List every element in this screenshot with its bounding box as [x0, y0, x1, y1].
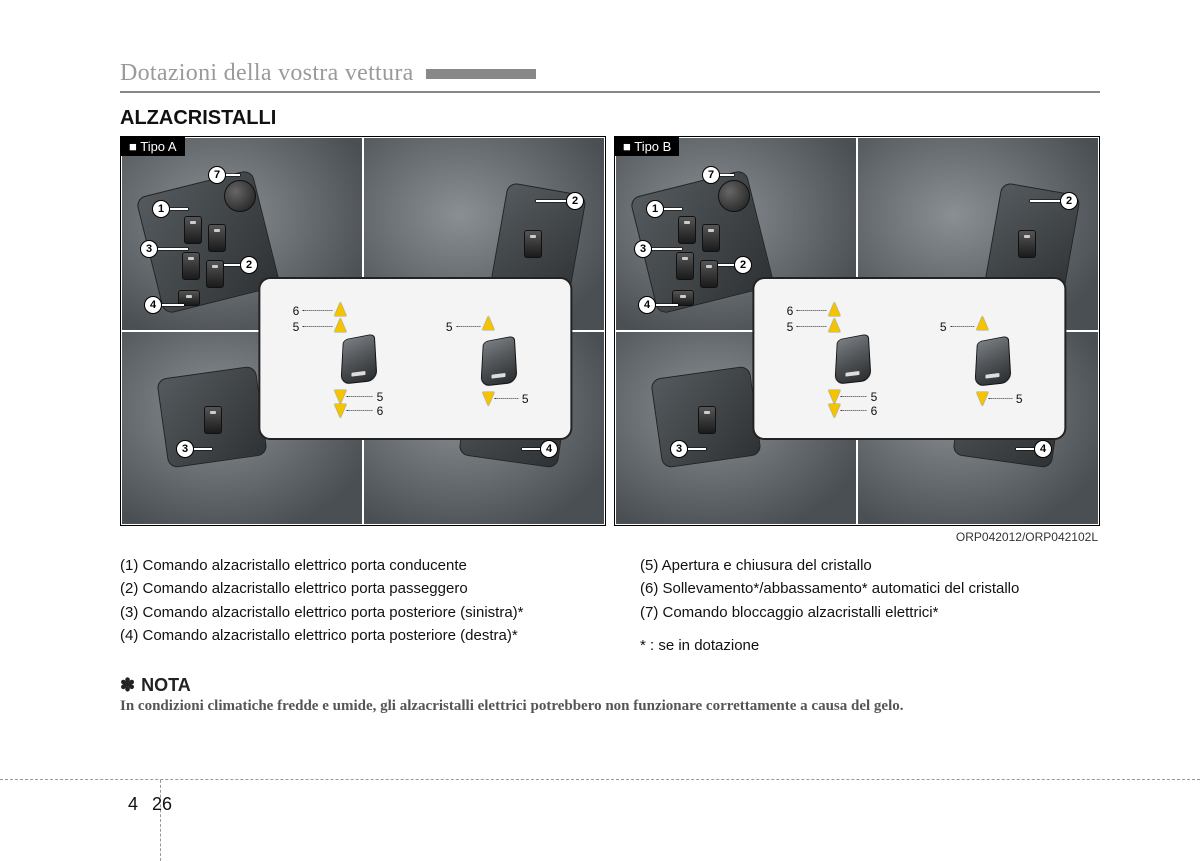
inset-b-num-5c: 5: [871, 390, 878, 404]
figure-area: ■ Tipo A 1 7 3 2 4: [120, 136, 1100, 526]
legend-item: (3) Comando alzacristallo elettrico port…: [120, 601, 580, 624]
callout-7: 7: [208, 166, 226, 184]
tipo-a-label: ■ Tipo A: [121, 137, 185, 156]
callout-2-b: 2: [734, 256, 752, 274]
nota-body: In condizioni climatiche fredde e umide,…: [120, 698, 1100, 715]
inset-b-num-5d: 5: [1016, 392, 1023, 406]
callout-1: 1: [152, 200, 170, 218]
callout-4b: 4: [540, 440, 558, 458]
inset-num-6c: 6: [377, 404, 384, 418]
callout-2b-b: 2: [1060, 192, 1078, 210]
callout-3b: 3: [176, 440, 194, 458]
title-bar-decor: [426, 69, 536, 79]
inset-num-5d: 5: [522, 392, 529, 406]
tipo-b-label: ■ Tipo B: [615, 137, 679, 156]
legend: (1) Comando alzacristallo elettrico port…: [120, 554, 1100, 657]
callout-4: 4: [144, 296, 162, 314]
callout-7-b: 7: [702, 166, 720, 184]
section-title: ALZACRISTALLI: [120, 107, 1100, 130]
legend-item: (5) Apertura e chiusura del cristallo: [640, 554, 1100, 577]
legend-item: (1) Comando alzacristallo elettrico port…: [120, 554, 580, 577]
inset-num-5c: 5: [377, 390, 384, 404]
nota-heading-text: NOTA: [141, 675, 191, 696]
legend-item: (4) Comando alzacristallo elettrico port…: [120, 624, 580, 647]
chapter-title-text: Dotazioni della vostra vettura: [120, 60, 414, 87]
callout-4b-b: 4: [1034, 440, 1052, 458]
fig-a-inset: 6 5 5 6 5: [258, 277, 573, 440]
callout-3-b: 3: [634, 240, 652, 258]
figure-tipo-b: ■ Tipo B 1 7 3 2 4: [614, 136, 1100, 526]
footer-page: 26: [152, 794, 172, 815]
nota-symbol: ✽: [120, 675, 135, 696]
callout-4-b: 4: [638, 296, 656, 314]
chapter-title: Dotazioni della vostra vettura: [120, 60, 1100, 93]
inset-num-5b: 5: [446, 320, 453, 334]
legend-item: (2) Comando alzacristallo elettrico port…: [120, 577, 580, 600]
callout-1-b: 1: [646, 200, 664, 218]
legend-left-col: (1) Comando alzacristallo elettrico port…: [120, 554, 580, 657]
inset-b-num-5a: 5: [787, 320, 794, 334]
legend-right-col: (5) Apertura e chiusura del cristallo (6…: [640, 554, 1100, 657]
callout-3b-b: 3: [670, 440, 688, 458]
inset-b-num-5b: 5: [940, 320, 947, 334]
footer-chapter: 4: [128, 794, 138, 815]
callout-2: 2: [240, 256, 258, 274]
callout-3: 3: [140, 240, 158, 258]
legend-item: (7) Comando bloccaggio alzacristalli ele…: [640, 601, 1100, 624]
legend-footnote: * : se in dotazione: [640, 634, 1100, 657]
figure-tipo-a: ■ Tipo A 1 7 3 2 4: [120, 136, 606, 526]
inset-num-6a: 6: [293, 304, 300, 318]
fig-b-inset: 6 5 5 6 5: [752, 277, 1067, 440]
legend-item: (6) Sollevamento*/abbassamento* automati…: [640, 577, 1100, 600]
inset-b-num-6a: 6: [787, 304, 794, 318]
nota-heading: ✽ NOTA: [120, 675, 1100, 696]
callout-2b: 2: [566, 192, 584, 210]
page-footer: 4 26: [0, 779, 1200, 833]
inset-b-num-6c: 6: [871, 404, 878, 418]
image-code: ORP042012/ORP042102L: [120, 530, 1100, 544]
inset-num-5a: 5: [293, 320, 300, 334]
